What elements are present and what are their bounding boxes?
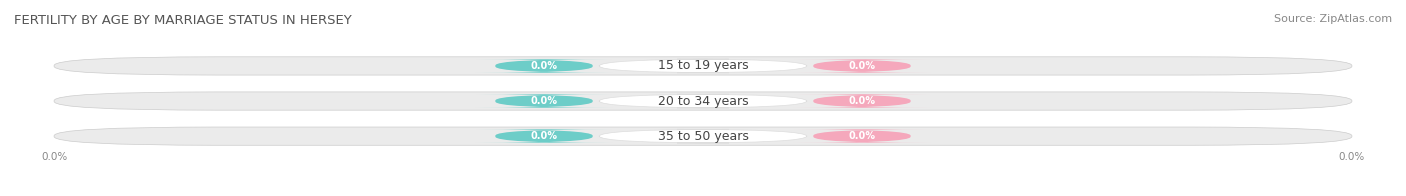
FancyBboxPatch shape	[475, 94, 612, 108]
Text: 0.0%: 0.0%	[41, 152, 67, 162]
Text: Source: ZipAtlas.com: Source: ZipAtlas.com	[1274, 14, 1392, 24]
Text: 0.0%: 0.0%	[530, 61, 558, 71]
Text: 15 to 19 years: 15 to 19 years	[658, 59, 748, 73]
FancyBboxPatch shape	[475, 59, 612, 73]
Text: 0.0%: 0.0%	[848, 131, 876, 141]
FancyBboxPatch shape	[53, 57, 1353, 75]
FancyBboxPatch shape	[53, 92, 1353, 110]
Text: 0.0%: 0.0%	[848, 96, 876, 106]
FancyBboxPatch shape	[599, 59, 807, 73]
FancyBboxPatch shape	[53, 127, 1353, 145]
FancyBboxPatch shape	[599, 94, 807, 108]
Text: 0.0%: 0.0%	[530, 131, 558, 141]
Text: 0.0%: 0.0%	[848, 61, 876, 71]
Text: 0.0%: 0.0%	[1339, 152, 1365, 162]
Text: 20 to 34 years: 20 to 34 years	[658, 94, 748, 108]
FancyBboxPatch shape	[475, 129, 612, 143]
Text: 0.0%: 0.0%	[530, 96, 558, 106]
FancyBboxPatch shape	[794, 59, 931, 73]
FancyBboxPatch shape	[599, 129, 807, 143]
FancyBboxPatch shape	[794, 94, 931, 108]
FancyBboxPatch shape	[794, 129, 931, 143]
Text: FERTILITY BY AGE BY MARRIAGE STATUS IN HERSEY: FERTILITY BY AGE BY MARRIAGE STATUS IN H…	[14, 14, 352, 27]
Text: 35 to 50 years: 35 to 50 years	[658, 130, 748, 143]
